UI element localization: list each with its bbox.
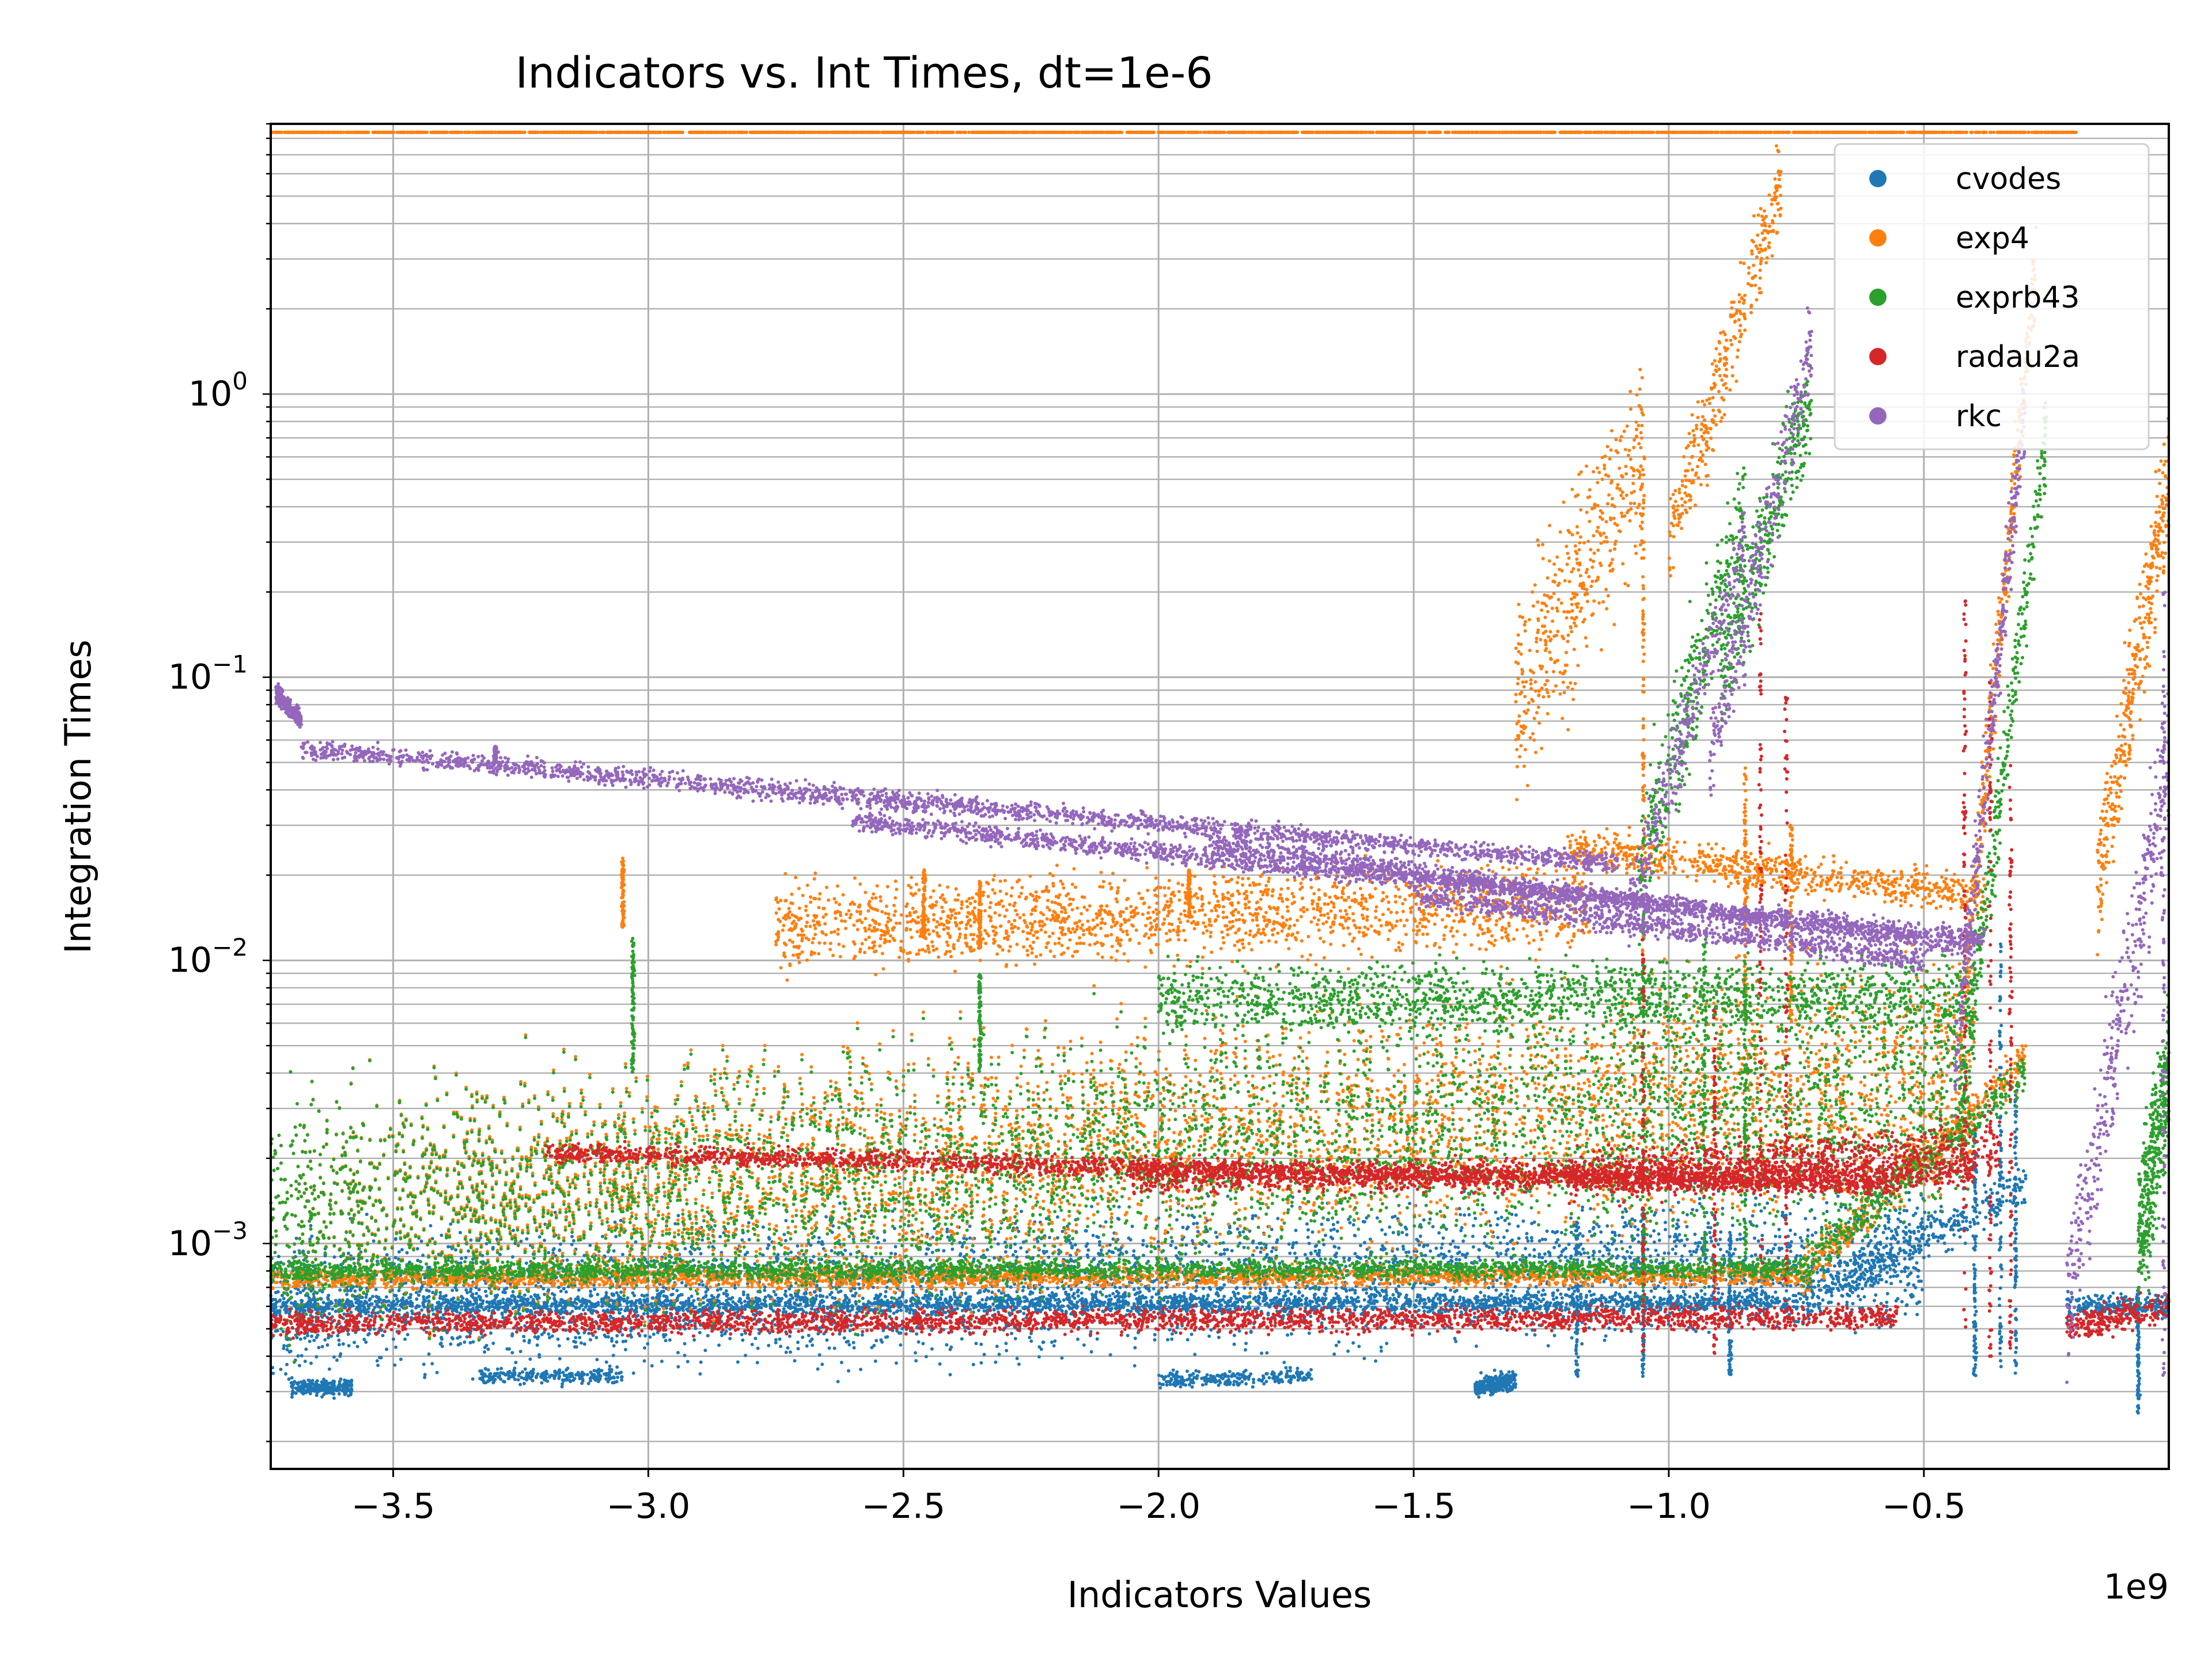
x-tick-label: −2.0 <box>1116 1486 1200 1527</box>
legend-label-exprb43: exprb43 <box>1956 281 2080 315</box>
series-points-exp4 <box>269 130 2171 1364</box>
series-radau2a <box>269 599 2171 1358</box>
series-cvodes <box>269 942 2169 1415</box>
x-tick-label: −0.5 <box>1882 1486 1966 1527</box>
ticks-layer: −3.5 −3.0 −2.5 −2.0 −1.5 −1.0 −0.5 10−3 10−2 10−1… <box>168 123 1966 1527</box>
x-tick-label: −3.5 <box>351 1486 435 1527</box>
legend-marker-radau2a <box>1869 348 1887 365</box>
x-tick-label: −1.5 <box>1372 1486 1456 1527</box>
series-points-rkc <box>274 306 2171 1384</box>
series-rkc <box>274 306 2171 1384</box>
x-tick-label: −1.0 <box>1627 1486 1711 1527</box>
x-tick-label: −2.5 <box>861 1486 945 1527</box>
y-tick-label: 10−3 <box>168 1217 248 1264</box>
legend-label-exp4: exp4 <box>1956 221 2029 256</box>
x-axis-label: Indicators Values <box>1067 1574 1372 1616</box>
legend-label-radau2a: radau2a <box>1956 340 2080 374</box>
x-tick-label: −3.0 <box>607 1486 691 1527</box>
legend-marker-exprb43 <box>1869 289 1887 306</box>
series-points-cvodes <box>269 942 2169 1415</box>
x-offset-label: 1e9 <box>2104 1567 2169 1607</box>
points-layer <box>269 130 2171 1415</box>
y-tick-label: 10−1 <box>168 650 248 698</box>
legend-marker-rkc <box>1869 407 1887 425</box>
legend-label-rkc: rkc <box>1956 399 2002 434</box>
legend: cvodes exp4 exprb43 radau2a rkc <box>1834 143 2150 450</box>
chart-title: Indicators vs. Int Times, dt=1e-6 <box>516 48 1213 98</box>
legend-marker-cvodes <box>1869 170 1887 187</box>
y-tick-label: 100 <box>188 367 248 414</box>
legend-box <box>1834 143 2150 450</box>
legend-label-cvodes: cvodes <box>1956 162 2061 196</box>
y-tick-label: 10−2 <box>168 933 248 980</box>
series-exp4 <box>269 130 2171 1364</box>
y-axis-label: Integration Times <box>57 639 99 953</box>
series-points-radau2a <box>269 599 2171 1358</box>
plot-frame <box>270 123 2170 1470</box>
legend-marker-exp4 <box>1869 229 1887 247</box>
